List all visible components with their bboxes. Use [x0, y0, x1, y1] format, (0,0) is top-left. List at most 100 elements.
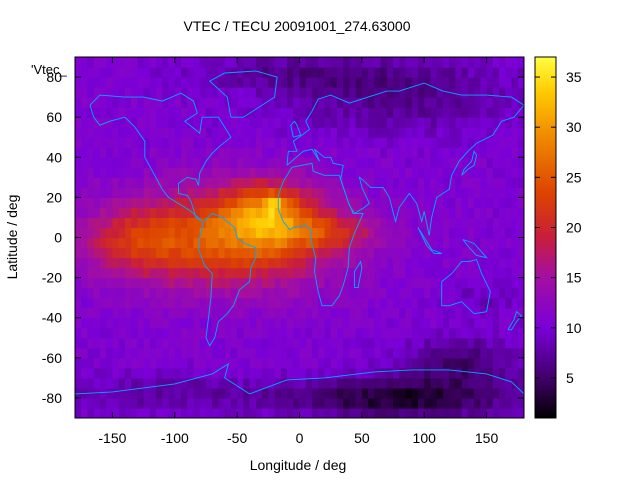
heatmap-cell — [411, 357, 419, 369]
heatmap-cell — [262, 357, 269, 369]
heatmap-cell — [156, 377, 163, 389]
heatmap-cell — [436, 67, 444, 78]
heatmap-cell — [156, 147, 163, 158]
heatmap-cell — [287, 67, 294, 78]
heatmap-cell — [324, 117, 332, 128]
heatmap-cell — [467, 347, 475, 359]
heatmap-cell — [93, 247, 101, 259]
heatmap-cell — [499, 347, 506, 359]
heatmap-cell — [349, 197, 357, 209]
heatmap-cell — [305, 217, 313, 229]
heatmap-cell — [149, 207, 157, 219]
heatmap-cell — [424, 397, 432, 409]
heatmap-cell — [499, 317, 506, 329]
heatmap-cell — [287, 267, 294, 279]
heatmap-cell — [361, 407, 369, 418]
heatmap-cell — [143, 77, 151, 88]
heatmap-cell — [199, 317, 207, 329]
heatmap-cell — [162, 237, 170, 249]
heatmap-cell — [81, 277, 89, 289]
heatmap-cell — [311, 237, 319, 249]
heatmap-cell — [99, 407, 107, 418]
heatmap-cell — [324, 357, 332, 369]
heatmap-cell — [461, 267, 469, 279]
heatmap-cell — [112, 387, 120, 399]
heatmap-cell — [81, 267, 89, 279]
heatmap-cell — [243, 407, 251, 418]
heatmap-cell — [249, 347, 257, 359]
heatmap-cell — [81, 197, 89, 209]
heatmap-cell — [268, 57, 276, 68]
heatmap-cell — [262, 117, 269, 128]
heatmap-cell — [174, 277, 182, 289]
heatmap-cell — [287, 227, 294, 239]
heatmap-cell — [311, 167, 319, 178]
heatmap-cell — [99, 207, 107, 219]
heatmap-cell — [324, 197, 332, 209]
heatmap-cell — [124, 127, 132, 138]
heatmap-cell — [499, 117, 506, 128]
heatmap-cell — [93, 137, 101, 148]
heatmap-cell — [467, 297, 475, 309]
heatmap-cell — [511, 177, 519, 188]
legend-label: 'Vtec_ — [31, 62, 67, 77]
heatmap-cell — [417, 267, 425, 279]
heatmap-cell — [517, 257, 524, 269]
heatmap-cell — [87, 347, 95, 359]
heatmap-cell — [355, 337, 363, 349]
heatmap-cell — [280, 257, 288, 269]
heatmap-cell — [449, 117, 457, 128]
heatmap-cell — [187, 147, 195, 158]
heatmap-cell — [193, 117, 201, 128]
heatmap-cell — [124, 77, 132, 88]
heatmap-cell — [461, 357, 469, 369]
heatmap-cell — [293, 87, 301, 98]
heatmap-cell — [349, 337, 357, 349]
heatmap-cell — [467, 317, 475, 329]
heatmap-cell — [311, 97, 319, 108]
heatmap-cell — [75, 407, 82, 418]
heatmap-cell — [492, 337, 500, 349]
heatmap-cell — [449, 167, 457, 178]
heatmap-cell — [430, 117, 438, 128]
heatmap-cell — [262, 127, 269, 138]
heatmap-cell — [243, 297, 251, 309]
heatmap-cell — [205, 387, 213, 399]
heatmap-cell — [143, 137, 151, 148]
x-tick-label: 0 — [296, 430, 304, 446]
heatmap-cell — [237, 237, 244, 249]
heatmap-cell — [280, 227, 288, 239]
heatmap-cell — [361, 277, 369, 289]
heatmap-cell — [517, 337, 524, 349]
heatmap-cell — [355, 357, 363, 369]
heatmap-cell — [480, 347, 488, 359]
heatmap-cell — [467, 357, 475, 369]
heatmap-cell — [230, 357, 238, 369]
heatmap-cell — [305, 287, 313, 299]
heatmap-cell — [324, 157, 332, 168]
heatmap-cell — [343, 107, 350, 118]
heatmap-cell — [436, 197, 444, 209]
heatmap-cell — [492, 277, 500, 289]
heatmap-cell — [262, 337, 269, 349]
heatmap-cell — [262, 67, 269, 78]
heatmap-cell — [143, 297, 151, 309]
heatmap-cell — [430, 227, 438, 239]
heatmap-cell — [511, 407, 519, 418]
heatmap-cell — [455, 107, 463, 118]
heatmap-cell — [511, 187, 519, 198]
heatmap-cell — [143, 187, 151, 198]
heatmap-cell — [187, 337, 195, 349]
heatmap-cell — [143, 147, 151, 158]
heatmap-cell — [492, 217, 500, 229]
x-tick-label: 100 — [413, 430, 437, 446]
heatmap-cell — [305, 97, 313, 108]
heatmap-cell — [287, 407, 294, 418]
heatmap-cell — [187, 377, 195, 389]
heatmap-cell — [386, 137, 394, 148]
heatmap-cell — [374, 337, 382, 349]
heatmap-cell — [517, 127, 524, 138]
heatmap-cell — [168, 237, 176, 249]
heatmap-cell — [511, 257, 519, 269]
heatmap-cell — [393, 237, 400, 249]
